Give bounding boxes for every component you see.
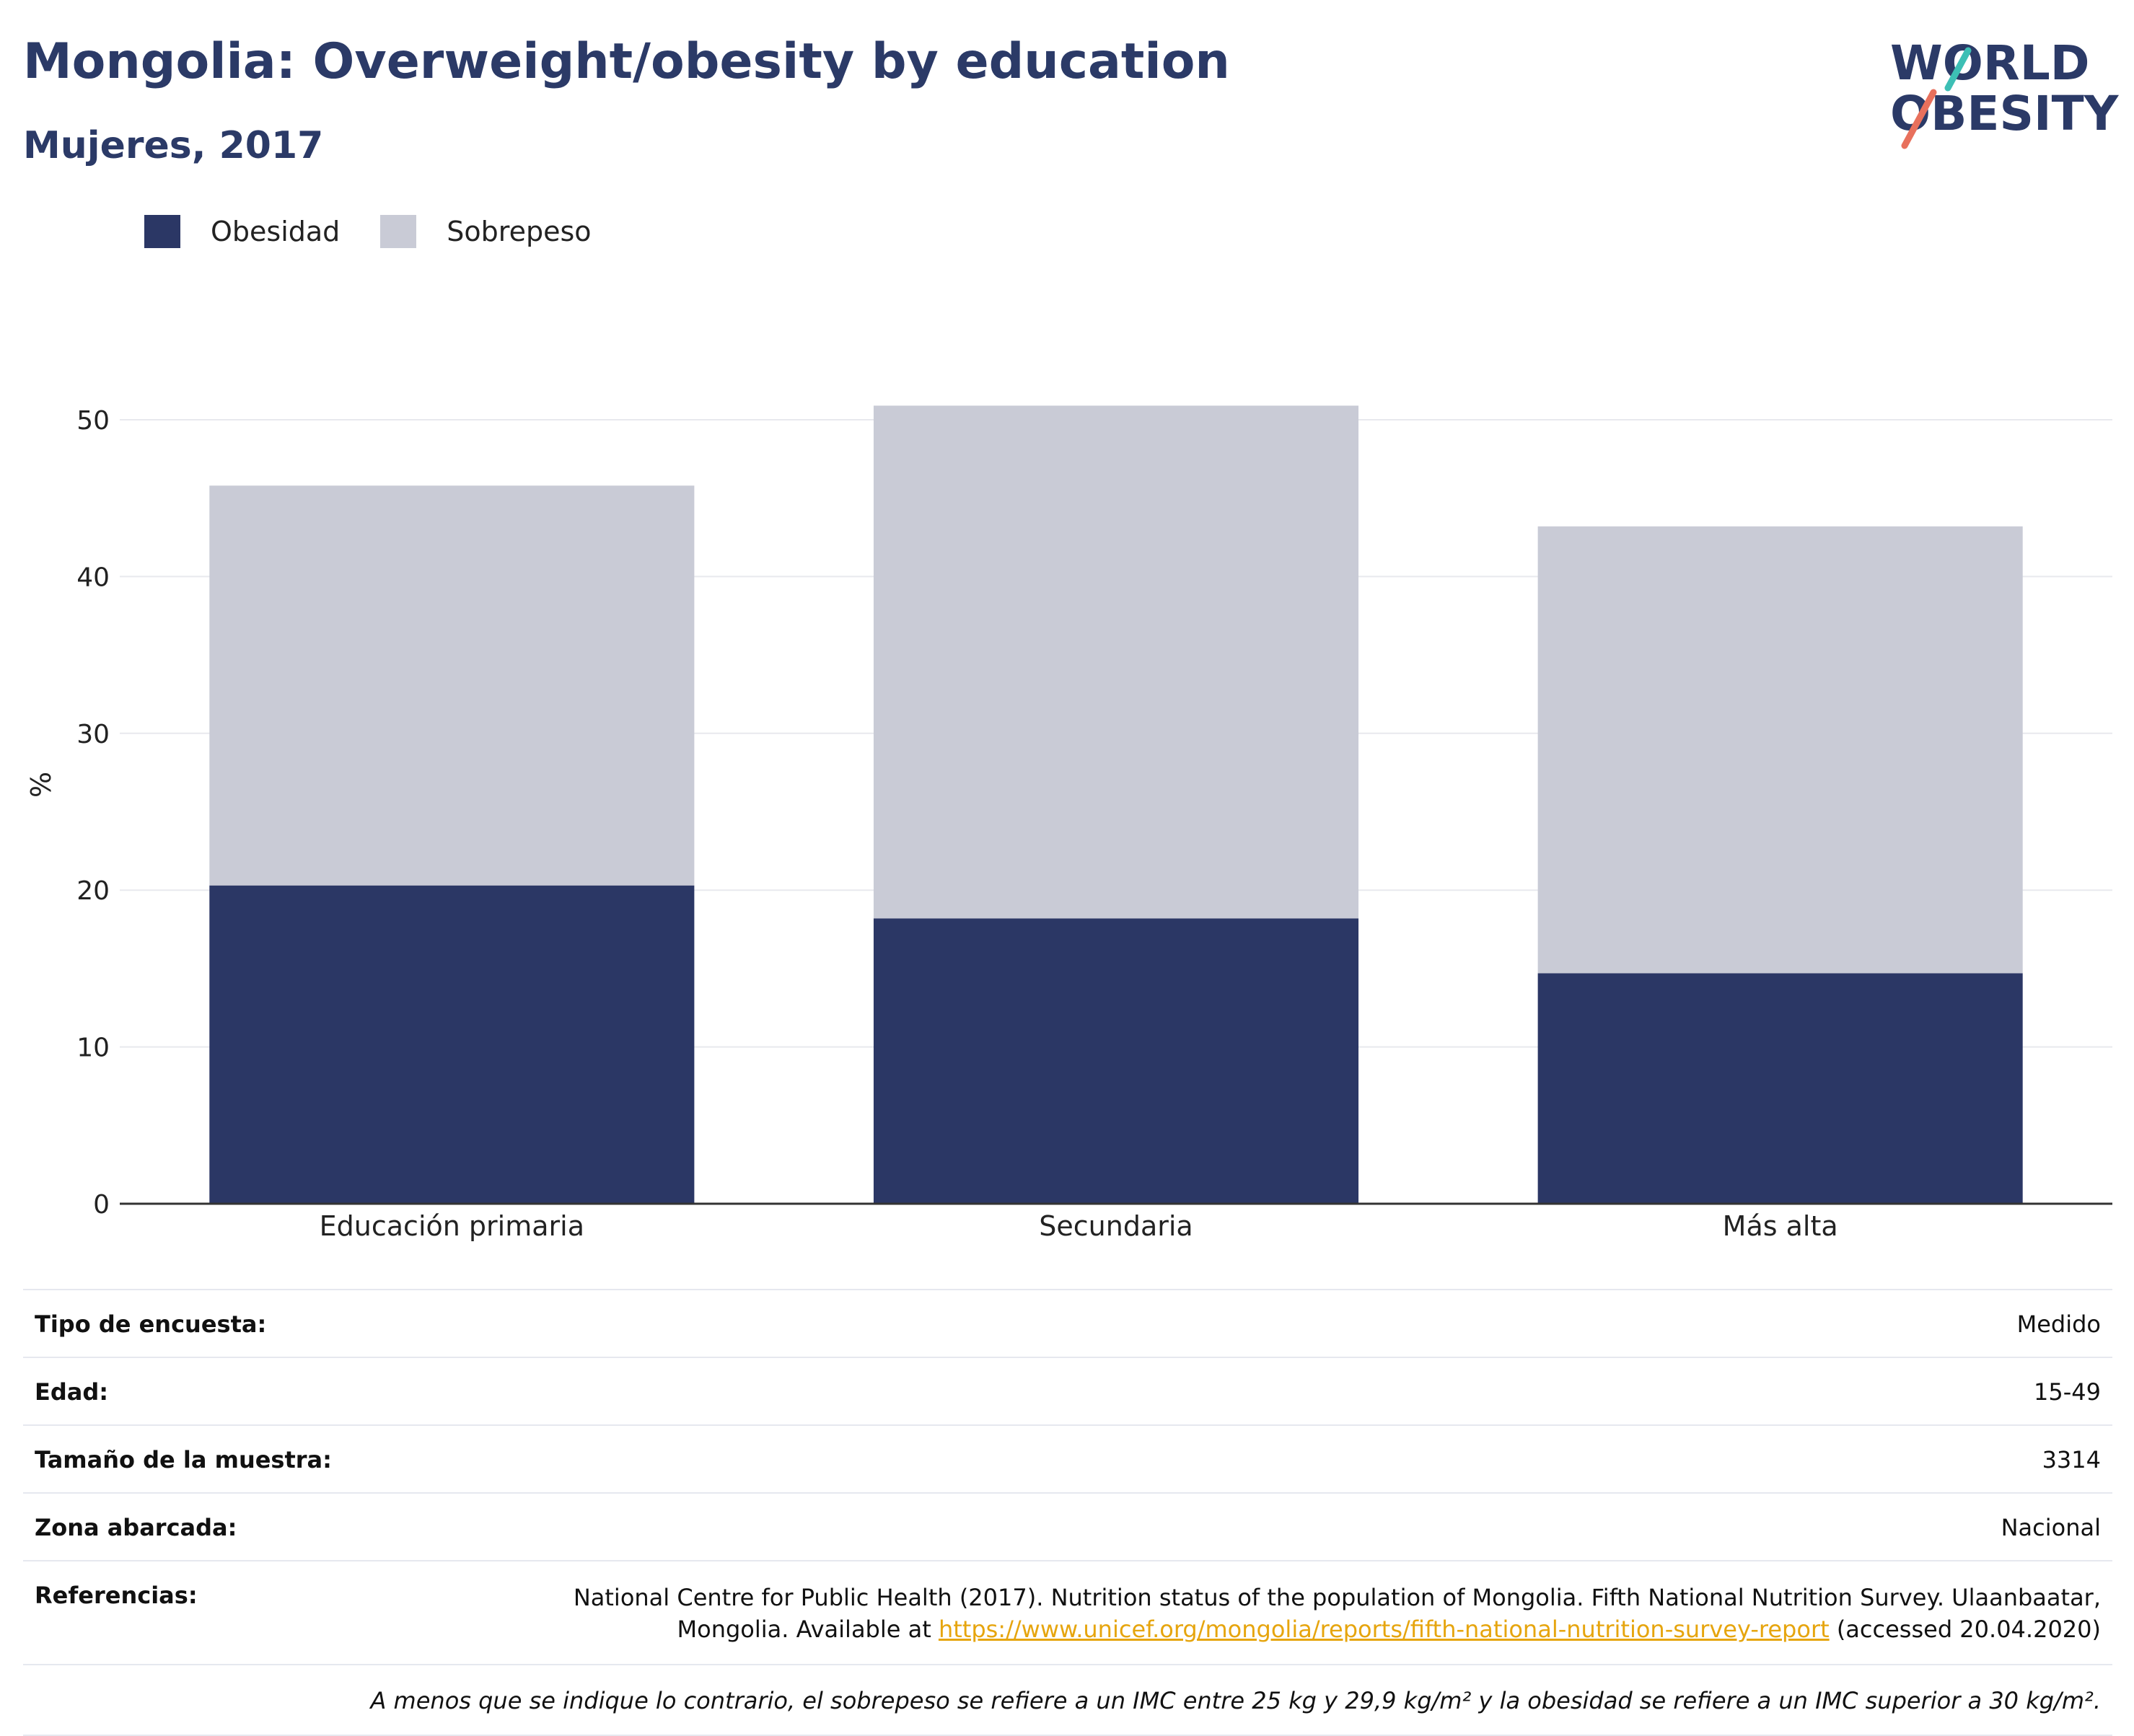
references-text: (accessed 20.04.2020) [1836,1616,2101,1643]
logo-line1: WORLD [1890,35,2090,91]
x-tick-label: Secundaria [1039,1210,1193,1242]
survey-info-table: Tipo de encuesta: Medido Edad: 15-49 Tam… [23,1289,2112,1736]
info-value: 15-49 [2034,1378,2101,1406]
y-axis-label: % [25,772,57,798]
bar-sobrepeso [873,405,1359,919]
x-tick-label: Educación primaria [320,1210,584,1242]
legend-item-sobrepeso[interactable]: Sobrepeso [380,215,592,248]
legend-label-sobrepeso: Sobrepeso [447,216,592,247]
references-text: National Centre for Public Health (2017)… [573,1584,2101,1611]
references-link[interactable]: https://www.unicef.org/mongolia/reports/… [938,1616,1830,1643]
references-value: National Centre for Public Health (2017)… [369,1582,2101,1645]
chart-legend: Obesidad Sobrepeso [144,215,632,248]
references-label: Referencias: [35,1582,198,1609]
y-tick-label: 20 [76,876,110,906]
bar-obesidad [1537,973,2023,1204]
bar-obesidad [209,885,695,1204]
info-row: Zona abarcada: Nacional [23,1494,2112,1561]
references-row: Referencias: National Centre for Public … [23,1561,2112,1665]
bar-obesidad [873,918,1359,1204]
legend-label-obesidad: Obesidad [211,216,341,247]
bar-sobrepeso [209,485,695,886]
info-row: Tamaño de la muestra: 3314 [23,1426,2112,1494]
info-row: Edad: 15-49 [23,1358,2112,1426]
chart-subtitle: Mujeres, 2017 [23,124,324,167]
info-label: Zona abarcada: [35,1514,237,1541]
stacked-bar-chart: 0 10 20 30 40 50% Educación primaria Secundaria… [25,405,2112,1242]
info-value: 3314 [2042,1446,2101,1473]
y-tick-label: 40 [76,563,110,592]
chart-title: Mongolia: Overweight/obesity by educatio… [23,33,1230,90]
info-label: Edad: [35,1378,109,1406]
y-tick-label: 0 [93,1190,110,1220]
legend-swatch-obesidad [144,215,180,248]
bar-sobrepeso [1537,526,2023,974]
legend-swatch-sobrepeso [380,215,417,248]
info-label: Tamaño de la muestra: [35,1446,332,1473]
info-label: Tipo de encuesta: [35,1310,267,1338]
logo-slash-coral [1901,89,1937,149]
logo-slash-teal [1944,47,1972,92]
x-tick-label: Más alta [1723,1210,1838,1242]
info-row: Tipo de encuesta: Medido [23,1290,2112,1358]
world-obesity-logo: WORLD OBESITY [1890,35,2120,149]
y-tick-label: 50 [76,406,110,436]
definition-note: A menos que se indique lo contrario, el … [23,1665,2112,1736]
info-value: Nacional [2001,1514,2101,1541]
legend-item-obesidad[interactable]: Obesidad [144,215,340,248]
y-tick-label: 30 [76,720,110,749]
y-tick-label: 10 [76,1034,110,1063]
references-text: Mongolia. Available at [677,1616,931,1643]
info-value: Medido [2016,1310,2101,1338]
